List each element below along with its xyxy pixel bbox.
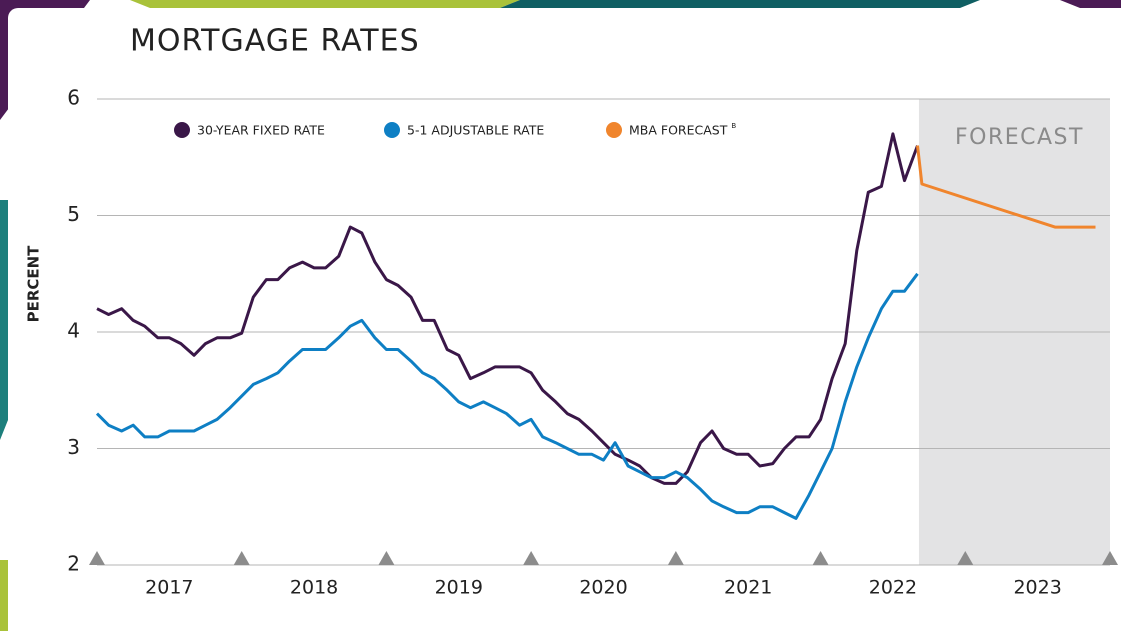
x-period-label: 2020 — [579, 577, 627, 599]
x-tick-marker — [957, 551, 974, 565]
legend-swatch — [606, 122, 622, 138]
legend-label: 5-1 ADJUSTABLE RATE — [407, 123, 544, 138]
legend-swatch — [384, 122, 400, 138]
x-tick-marker — [1102, 551, 1118, 565]
x-tick-marker — [667, 551, 684, 565]
forecast-label: FORECAST — [955, 125, 1084, 150]
y-axis-label: PERCENT — [25, 245, 43, 323]
x-period-label: 2018 — [290, 577, 338, 599]
x-tick-marker — [523, 551, 540, 565]
x-tick-marker — [378, 551, 395, 565]
x-tick-marker — [812, 551, 829, 565]
decor — [0, 560, 8, 631]
x-period-label: 2023 — [1013, 577, 1061, 599]
series-line — [95, 272, 919, 520]
series-line — [916, 145, 1096, 229]
legend-label: 30-YEAR FIXED RATE — [197, 123, 325, 138]
series-line — [96, 132, 919, 485]
legend-note: B — [731, 122, 736, 130]
x-period-label: 2017 — [145, 577, 193, 599]
decor — [130, 0, 520, 8]
legend-swatch — [174, 122, 190, 138]
x-tick-marker — [233, 551, 250, 565]
y-tick-label: 2 — [67, 552, 80, 576]
chart-title: MORTGAGE RATES — [130, 24, 420, 59]
decor — [0, 200, 8, 440]
decor — [500, 0, 980, 8]
decor — [1060, 0, 1121, 8]
y-tick-label: 3 — [67, 435, 80, 459]
y-tick-label: 4 — [67, 319, 80, 343]
y-tick-label: 6 — [67, 86, 80, 110]
x-tick-marker — [89, 551, 105, 565]
x-period-label: 2022 — [869, 577, 917, 599]
legend-label: MBA FORECAST — [629, 123, 728, 138]
y-tick-label: 5 — [67, 202, 80, 226]
x-period-label: 2021 — [724, 577, 772, 599]
x-period-label: 2019 — [435, 577, 483, 599]
card — [8, 8, 1121, 631]
